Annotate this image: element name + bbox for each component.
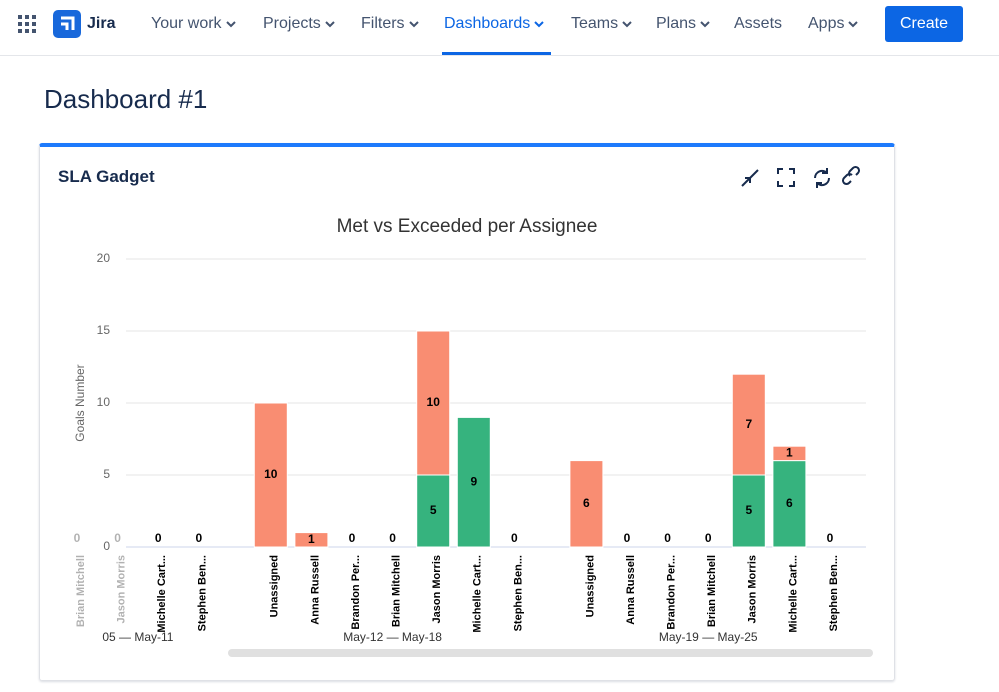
data-label: 5 (745, 503, 752, 517)
fullscreen-icon[interactable] (777, 168, 795, 187)
create-button[interactable]: Create (885, 6, 963, 42)
data-label: 0 (389, 531, 396, 545)
gadget-actions[interactable] (741, 165, 861, 188)
x-tick-label: Brian Mitchell (706, 555, 718, 627)
nav-label[interactable]: Projects (263, 15, 321, 32)
nav-item[interactable]: Filters (361, 14, 419, 34)
data-label: 1 (308, 532, 315, 546)
chevron (408, 21, 419, 28)
data-label: 0 (74, 531, 81, 545)
active-indicator (442, 52, 551, 55)
nav-label[interactable]: Filters (361, 15, 405, 32)
x-tick-label: Stephen Ben... (828, 555, 840, 631)
x-tick-label: Unassigned (584, 555, 596, 617)
x-tick-label: Michelle Cart... (787, 555, 799, 633)
bar-segment (416, 330, 451, 476)
nav-label[interactable]: Assets (734, 15, 783, 32)
bar-segment (731, 474, 766, 548)
x-tick-label: Brandon Per... (666, 555, 678, 630)
chevron (622, 21, 632, 28)
x-tick-label: Brian Mitchell (75, 555, 87, 627)
y-tick-label: 10 (97, 395, 111, 409)
jira-icon[interactable] (53, 10, 81, 38)
x-tick-label: Brandon Per... (350, 555, 362, 630)
data-label: 10 (264, 467, 278, 481)
nav-label[interactable]: Plans (656, 15, 697, 32)
group-label: 05 — May-11 (102, 630, 173, 644)
chevron (225, 21, 236, 28)
logo-text[interactable]: Jira (87, 15, 116, 32)
data-label: 0 (624, 531, 631, 545)
nav-item[interactable]: Dashboards (444, 14, 544, 34)
x-tick-label: Michelle Cart... (472, 555, 484, 633)
y-tick-label: 5 (103, 467, 110, 481)
nav-label[interactable]: Your work (151, 15, 222, 32)
bar-segment (772, 460, 807, 548)
bar-segment (569, 460, 604, 548)
data-label: 0 (664, 531, 671, 545)
data-label: 0 (195, 531, 202, 545)
data-label: 6 (583, 496, 590, 510)
data-label: 9 (470, 474, 477, 488)
group-label: May-12 — May-18 (343, 630, 442, 644)
nav-item[interactable]: Projects (263, 14, 335, 34)
chevron (534, 21, 544, 28)
y-axis-title: Goals Number (73, 364, 87, 441)
scrollbar[interactable] (228, 649, 873, 657)
nav-label[interactable]: Teams (571, 15, 619, 32)
chevron (700, 21, 710, 28)
gadget-card (39, 143, 895, 681)
nav-item[interactable]: Plans (656, 14, 710, 34)
data-label: 0 (155, 531, 162, 545)
data-label: 0 (827, 531, 834, 545)
data-label: 7 (745, 417, 752, 431)
data-label: 0 (349, 531, 356, 545)
data-label: 0 (705, 531, 712, 545)
x-tick-label: Anna Russell (625, 555, 637, 625)
group-label: May-19 — May-25 (659, 630, 758, 644)
top-nav: Jira Your work Projects Filters Dashboards T… (0, 0, 999, 56)
nav-label[interactable]: Apps (808, 15, 845, 32)
x-tick-label: Brian Mitchell (391, 555, 403, 627)
bar-segment (253, 402, 288, 548)
data-label: 1 (786, 446, 793, 460)
refresh-icon[interactable] (813, 168, 831, 188)
nav-item[interactable]: Your work (151, 14, 236, 34)
data-label: 0 (114, 531, 121, 545)
x-tick-label: Jason Morris (116, 555, 128, 623)
x-tick-label: Stephen Ben... (512, 555, 524, 631)
page-title: Dashboard #1 (44, 84, 208, 114)
x-tick-label: Jason Morris (431, 555, 443, 623)
bar-segment (772, 445, 807, 462)
x-tick-label: Michelle Cart... (156, 555, 168, 633)
gadget-title: SLA Gadget (58, 167, 155, 186)
y-tick-label: 20 (97, 251, 111, 265)
data-label: 10 (427, 395, 441, 409)
minimize-icon[interactable] (741, 169, 759, 187)
x-tick-label: Jason Morris (747, 555, 759, 623)
data-label: 5 (430, 503, 437, 517)
app-switcher[interactable] (18, 15, 38, 35)
x-tick-label: Stephen Ben... (197, 555, 209, 631)
y-tick-label: 0 (103, 539, 110, 553)
x-tick-label: Unassigned (269, 555, 281, 617)
bar-segment (731, 373, 766, 476)
nav-label[interactable]: Dashboards (444, 15, 531, 32)
chevron (848, 21, 859, 28)
x-tick-label: Anna Russell (309, 555, 321, 625)
link-icon[interactable] (841, 165, 861, 186)
data-label: 6 (786, 496, 793, 510)
chevron (325, 21, 335, 28)
y-tick-label: 15 (97, 323, 111, 337)
bar-segment (294, 532, 329, 548)
nav-item[interactable]: Teams (571, 14, 632, 34)
chart-title: Met vs Exceeded per Assignee (337, 216, 598, 237)
nav-item[interactable]: Apps (808, 14, 859, 34)
bar-segment (456, 416, 491, 548)
nav-item[interactable]: Assets (734, 14, 782, 34)
data-label: 0 (511, 531, 518, 545)
